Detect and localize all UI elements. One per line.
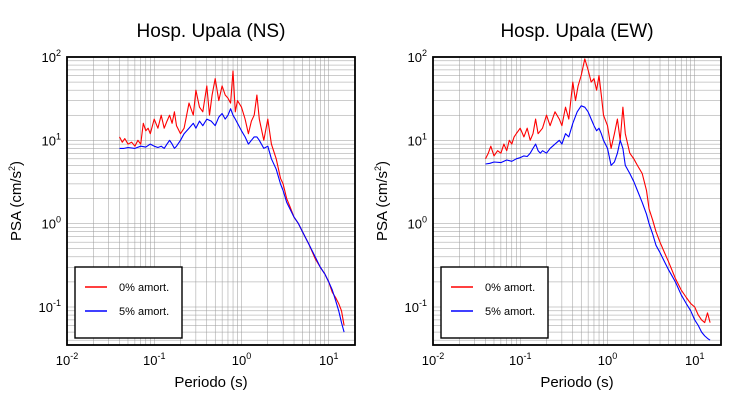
y-tick-label: 10-1 [405,298,427,315]
legend-entry: 0% amort. [119,282,169,294]
x-tick-label: 10-1 [143,351,165,368]
series-line-damped [119,108,345,333]
series-line-damped [485,105,711,341]
plot-frame [432,56,722,346]
x-axis-label: Periodo (s) [540,374,613,391]
chart-panel-1: 10-2 10-1 100 101 10-1 100 101 102 Hosp. Upala (… [7,21,356,391]
gridlines [66,56,356,345]
legend-entry: 0% amort. [485,282,535,294]
legend-entry: 5% amort. [119,306,169,318]
legend-box [74,266,183,339]
y-tick-label: 102 [408,48,427,65]
x-tick-label: 10-2 [56,351,78,368]
legend: 0% amort. 5% amort. [440,266,549,339]
series-line-undamped [485,58,711,324]
plot-frame [66,56,356,346]
legend-entry: 5% amort. [485,306,535,318]
chart-title: Hosp. Upala (EW) [500,21,653,42]
y-tick-label: 102 [42,48,61,65]
y-tick-label: 100 [408,215,427,232]
x-tick-label: 10-1 [509,351,531,368]
x-tick-label: 10-2 [422,351,444,368]
x-tick-label: 101 [319,351,338,368]
legend-box [440,266,549,339]
y-tick-label: 101 [42,131,61,148]
x-tick-label: 101 [685,351,704,368]
x-tick-label: 100 [232,351,251,368]
chart-panel-2: 10-2 10-1 100 101 10-1 100 101 102 Hosp. Upala (… [373,21,722,391]
y-tick-label: 100 [42,215,61,232]
chart-title: Hosp. Upala (NS) [137,21,286,42]
y-tick-label: 10-1 [39,298,61,315]
legend: 0% amort. 5% amort. [74,266,183,339]
y-tick-label: 101 [408,131,427,148]
y-axis-label: PSA (cm/s2) [7,161,25,241]
x-tick-label: 100 [598,351,617,368]
x-axis-label: Periodo (s) [174,374,247,391]
y-axis-label: PSA (cm/s2) [373,161,391,241]
